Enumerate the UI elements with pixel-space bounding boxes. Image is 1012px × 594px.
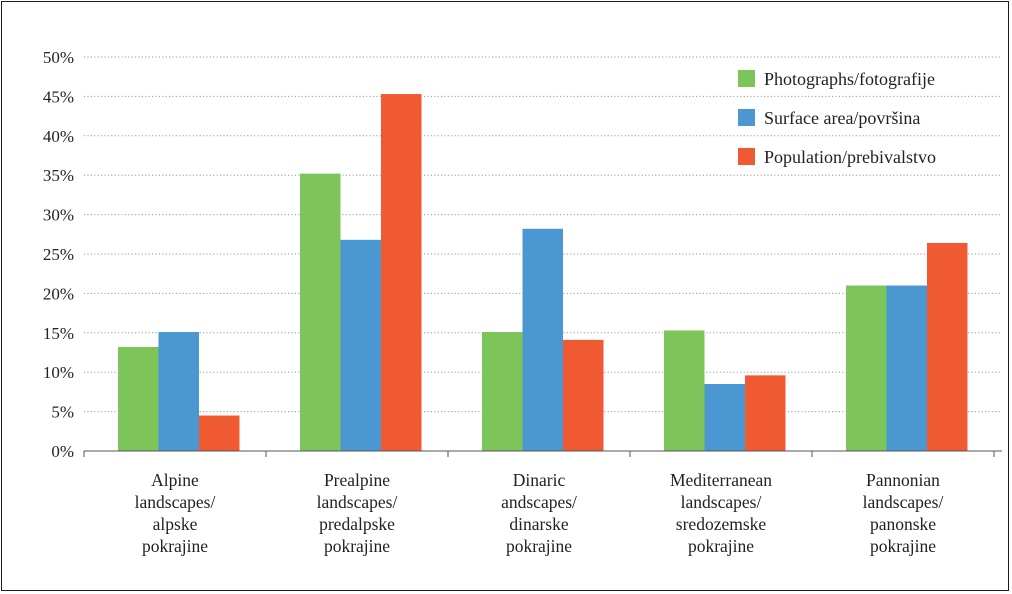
y-axis: 0% 5% 10% 15% 20% 25% 30% 35% 40% 45% 50%: [43, 48, 74, 461]
y-tick-label: 40%: [43, 127, 74, 146]
legend: Photographs/fotografije Surface area/povr…: [738, 69, 936, 167]
x-category-label-line: sredozemske: [676, 514, 767, 534]
legend-label-2: Surface area/površina: [764, 108, 920, 128]
x-category-label-line: pokrajine: [870, 536, 936, 556]
bar-1-5: [846, 285, 887, 451]
y-tick-label: 50%: [43, 48, 74, 67]
x-category-label: Prealpine landscapes/predalpske pokrajine: [317, 470, 398, 556]
x-category-label-line: Prealpine: [324, 470, 390, 490]
y-tick-label: 10%: [43, 363, 74, 382]
x-category-label-line: pokrajine: [324, 536, 390, 556]
x-category-label-line: Pannonian: [866, 470, 940, 490]
y-tick-label: 5%: [51, 403, 74, 422]
x-category-label-line: panonske: [870, 514, 936, 534]
x-category-label-line: Mediterranean: [670, 470, 772, 490]
bars: [118, 94, 968, 451]
bar-3-3: [563, 339, 604, 451]
bar-3-2: [381, 94, 422, 451]
y-tick-label: 15%: [43, 324, 74, 343]
bar-3-1: [199, 415, 240, 451]
x-category-label-line: andscapes/: [501, 492, 577, 512]
bar-2-1: [158, 332, 199, 451]
bar-3-5: [927, 242, 968, 451]
y-tick-label: 20%: [43, 284, 74, 303]
x-category-label-line: Dinaric: [513, 470, 566, 490]
legend-swatch-2: [738, 109, 755, 126]
x-axis: Alpine landscapes/alpske pokrajinePrealpin…: [83, 450, 1002, 556]
bar-1-4: [664, 330, 705, 451]
legend-swatch-1: [738, 70, 755, 87]
x-category-label-line: pokrajine: [506, 536, 572, 556]
legend-label-3: Population/prebivalstvo: [764, 147, 936, 167]
bar-1-2: [300, 173, 341, 451]
legend-label-1: Photographs/fotografije: [764, 69, 935, 89]
bar-2-4: [704, 384, 745, 451]
x-category-label: Alpine landscapes/alpske pokrajine: [135, 470, 216, 556]
x-category-label-line: landscapes/: [135, 492, 216, 512]
x-category-label-line: dinarske: [509, 514, 569, 534]
x-category-label: Pannonian landscapes/panonske pokrajine: [863, 470, 944, 556]
y-tick-label: 45%: [43, 87, 74, 106]
x-category-label-line: alpske: [153, 514, 198, 534]
y-tick-label: 30%: [43, 206, 74, 225]
y-tick-label: 0%: [51, 442, 74, 461]
x-category-label: Dinaric andscapes/dinarske pokrajine: [501, 470, 577, 556]
x-category-label-line: predalpske: [319, 514, 395, 534]
bar-2-2: [340, 239, 381, 451]
bar-3-4: [745, 375, 786, 451]
y-tick-label: 25%: [43, 245, 74, 264]
x-category-label-line: landscapes/: [681, 492, 762, 512]
bar-1-1: [118, 346, 159, 451]
bar-2-3: [522, 228, 563, 451]
legend-swatch-3: [738, 148, 755, 165]
y-tick-label: 35%: [43, 166, 74, 185]
x-category-label-line: landscapes/: [863, 492, 944, 512]
x-category-label-line: landscapes/: [317, 492, 398, 512]
x-category-label-line: pokrajine: [142, 536, 208, 556]
x-category-label: Mediterranean landscapes/sredozemske pokra…: [670, 470, 772, 556]
bar-1-3: [482, 332, 523, 451]
bar-2-5: [886, 285, 927, 451]
x-category-label-line: Alpine: [151, 470, 199, 490]
x-category-label-line: pokrajine: [688, 536, 754, 556]
